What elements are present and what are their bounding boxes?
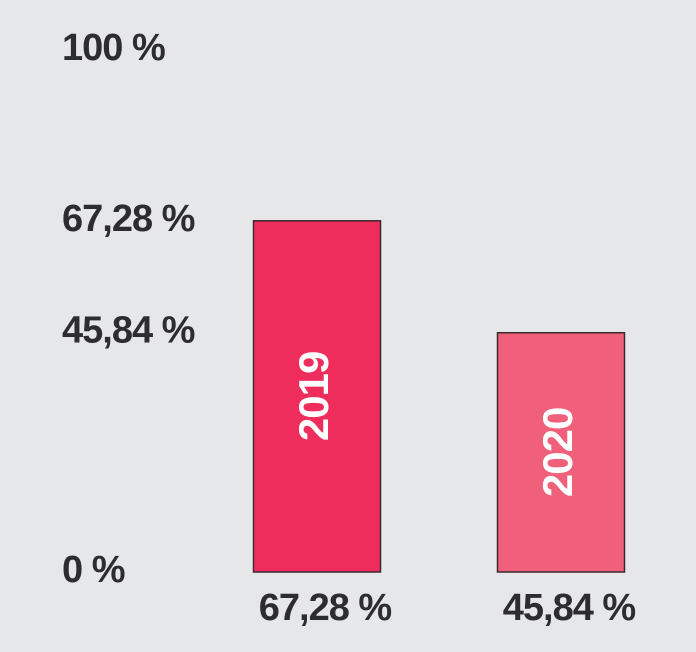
value-label: 67,28 %: [259, 587, 392, 629]
y-tick-label: 100 %: [62, 27, 165, 69]
category-label: 2019: [290, 352, 337, 441]
bar: [496, 331, 626, 573]
bar: [252, 220, 382, 573]
y-tick-label: 0 %: [62, 549, 125, 591]
y-tick-label: 67,28 %: [62, 198, 195, 240]
category-label: 2020: [534, 408, 581, 497]
value-label: 45,84 %: [503, 587, 636, 629]
y-tick-label: 45,84 %: [62, 310, 195, 352]
